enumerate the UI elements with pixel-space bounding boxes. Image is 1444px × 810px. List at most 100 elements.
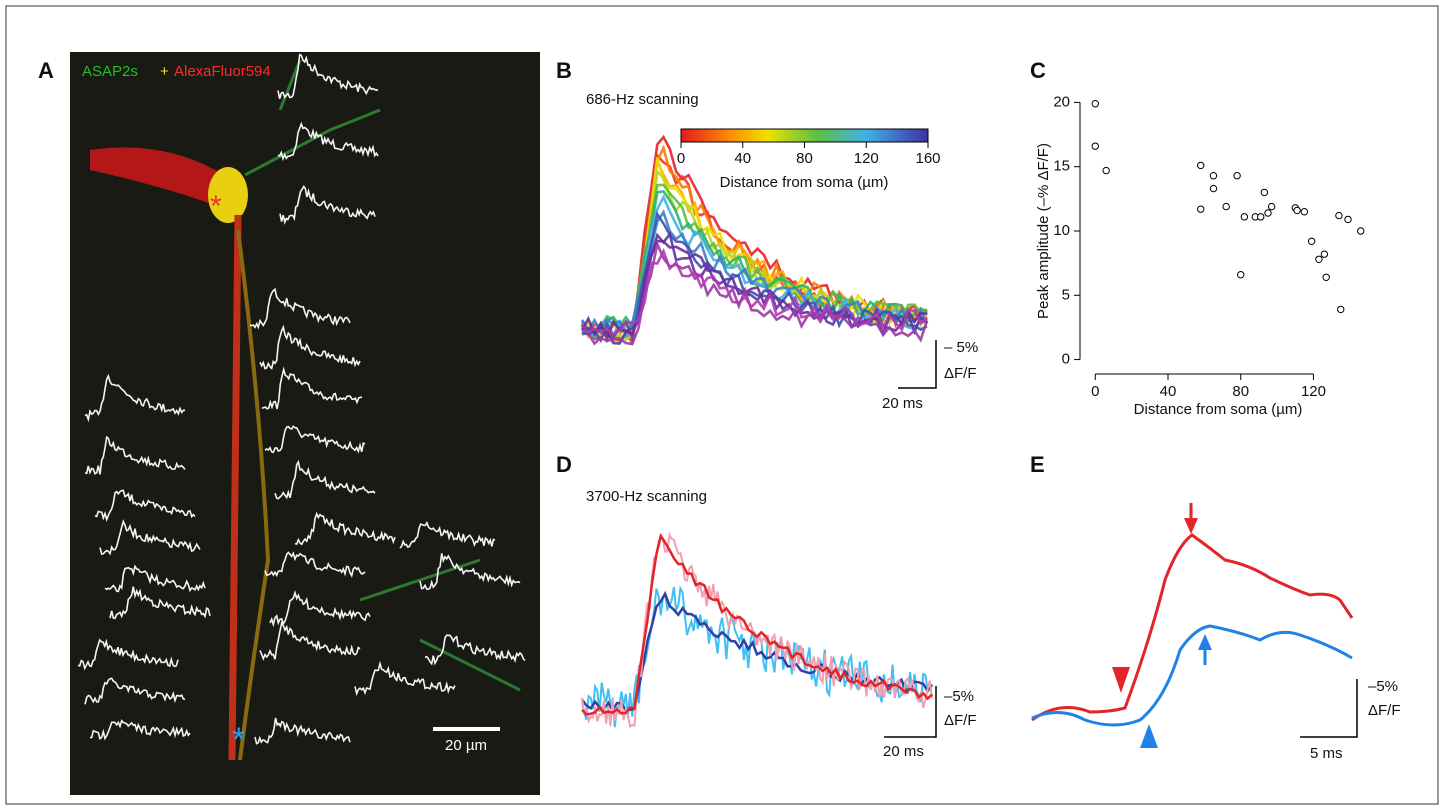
scale-label: 20 µm — [445, 737, 487, 754]
soma — [208, 167, 248, 223]
point — [1222, 202, 1230, 211]
dendrite — [228, 214, 242, 761]
panel-title: 3700-Hz scanning — [586, 488, 707, 505]
point — [1300, 208, 1309, 216]
point — [1260, 188, 1269, 197]
panel-label: B — [556, 58, 572, 83]
scale-x: 20 ms — [882, 395, 923, 412]
point — [1337, 305, 1345, 314]
scale-y: –5% — [944, 688, 974, 705]
y-tick-label: 20 — [1053, 93, 1070, 110]
y-tick-label: 15 — [1053, 158, 1070, 175]
colorbar-tick-label: 80 — [796, 150, 813, 167]
arrowhead — [1140, 724, 1158, 748]
scale-y: ΔF/F — [944, 712, 977, 729]
trace — [261, 366, 363, 410]
trace — [84, 435, 186, 475]
point — [1091, 100, 1099, 108]
trace — [84, 373, 186, 423]
point — [1307, 237, 1316, 245]
trace — [354, 660, 456, 697]
trace — [269, 589, 371, 628]
scale-y: ΔF/F — [1368, 702, 1401, 719]
trace — [109, 586, 211, 620]
scale-bar — [898, 340, 937, 389]
colorbar-tick-label: 0 — [677, 150, 685, 167]
x-tick-label: 0 — [1091, 383, 1099, 400]
point — [1091, 142, 1099, 150]
arrowhead — [1184, 518, 1198, 534]
trace — [259, 620, 361, 661]
panel-title: 686-Hz scanning — [586, 91, 699, 108]
point — [1357, 227, 1365, 235]
point — [1209, 172, 1218, 180]
colorbar-ticks: 0 40 80 120 160 — [677, 142, 941, 167]
trace — [277, 53, 379, 100]
trace — [99, 519, 201, 556]
trace — [89, 719, 191, 741]
arrowhead — [1198, 634, 1212, 650]
y-tick-label: 5 — [1062, 286, 1070, 303]
trace-blue — [1031, 624, 1353, 727]
scale-y: ΔF/F — [944, 365, 977, 382]
trace — [94, 489, 196, 523]
point — [1320, 250, 1329, 258]
trace — [294, 511, 396, 546]
trace — [274, 459, 376, 500]
trace — [399, 520, 496, 549]
trace — [104, 564, 206, 593]
panel-label: D — [556, 452, 572, 477]
trace — [279, 184, 376, 225]
panel-label: C — [1030, 58, 1046, 83]
label-red: AlexaFluor594 — [174, 63, 271, 80]
point — [1237, 271, 1245, 279]
scale-bar — [1300, 679, 1358, 738]
point — [1240, 213, 1249, 221]
trace — [84, 677, 186, 705]
point — [1102, 166, 1110, 175]
trace — [419, 553, 521, 591]
point — [1233, 172, 1241, 180]
panel-label: E — [1030, 452, 1045, 477]
point — [1264, 209, 1272, 217]
label-green: ASAP2s — [82, 63, 138, 80]
trace — [264, 425, 366, 454]
trace — [580, 239, 929, 346]
trace — [254, 717, 351, 745]
trace — [581, 210, 928, 344]
panel-label: A — [38, 58, 54, 83]
y-tick-label: 0 — [1062, 351, 1070, 368]
x-tick-label: 40 — [1160, 383, 1177, 400]
traces-b — [580, 134, 929, 346]
trace — [77, 638, 179, 671]
x-tick-label: 120 — [1301, 383, 1326, 400]
traces-d — [580, 531, 934, 729]
point — [1197, 205, 1205, 213]
point — [1267, 202, 1276, 211]
trace — [581, 247, 928, 337]
scale-x: 5 ms — [1310, 745, 1343, 762]
trace-red — [1031, 533, 1354, 722]
colorbar-label: Distance from soma (µm) — [720, 174, 889, 191]
asterisk: * — [210, 190, 222, 223]
arrowhead — [1112, 667, 1130, 693]
dendrite-green — [244, 59, 521, 692]
point — [1257, 213, 1265, 221]
frame — [5, 5, 1439, 805]
label-plus: + — [160, 63, 169, 80]
x-axis-label: Distance from soma (µm) — [1134, 401, 1303, 418]
colorbar-tick-label: 40 — [734, 150, 751, 167]
trace — [581, 532, 933, 716]
trace — [249, 287, 351, 330]
colorbar-tick-label: 160 — [915, 150, 940, 167]
scale-bar — [884, 686, 937, 738]
scale-y: – 5% — [944, 339, 978, 356]
trace — [259, 324, 361, 371]
trace — [264, 551, 366, 578]
point — [1293, 206, 1301, 215]
trace — [424, 634, 526, 666]
traces-a — [77, 53, 526, 745]
trace — [277, 121, 379, 162]
scale-x: 20 ms — [883, 743, 924, 760]
